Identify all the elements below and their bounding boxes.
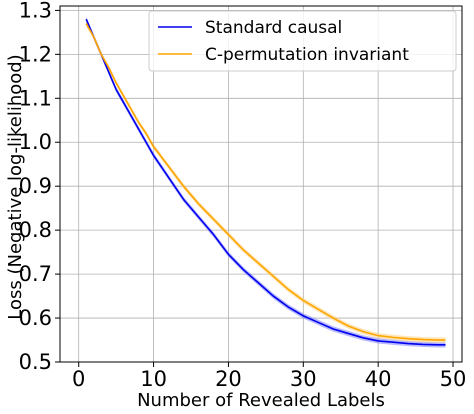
legend-label-c-permutation-invariant: C-permutation invariant — [205, 45, 409, 65]
legend: Standard causal C-permutation invariant — [148, 10, 457, 72]
x-tick-label: 30 — [290, 367, 317, 391]
plot-frame — [59, 5, 463, 363]
series-lines — [85, 18, 446, 346]
y-tick-label: 1.0 — [19, 130, 52, 154]
y-axis-title: Loss (Negative log-likelihood) — [5, 54, 26, 319]
y-tick-label: 0.8 — [19, 218, 52, 242]
x-axis-title: Number of Revealed Labels — [137, 390, 385, 411]
y-axis: 0.5 0.6 0.7 0.8 0.9 1.0 1.1 1.2 1.3 — [19, 0, 60, 374]
y-tick-label: 1.2 — [19, 42, 52, 66]
x-tick-label: 0 — [72, 367, 85, 391]
x-tick-label: 10 — [140, 367, 167, 391]
y-tick-label: 1.3 — [19, 0, 52, 22]
y-tick-label: 1.1 — [19, 86, 52, 110]
series-line-1 — [85, 23, 446, 341]
y-tick-label: 0.9 — [19, 174, 52, 198]
x-tick-label: 20 — [215, 367, 242, 391]
y-tick-label: 0.7 — [19, 262, 52, 286]
y-tick-label: 0.5 — [19, 350, 52, 374]
y-tick-label: 0.6 — [19, 306, 52, 330]
x-tick-label: 40 — [365, 367, 392, 391]
legend-box — [148, 10, 457, 72]
legend-label-standard-causal: Standard causal — [205, 18, 342, 38]
series-line-0 — [85, 18, 446, 346]
x-tick-label: 50 — [440, 367, 467, 391]
x-axis: 0 10 20 30 40 50 — [72, 362, 466, 391]
